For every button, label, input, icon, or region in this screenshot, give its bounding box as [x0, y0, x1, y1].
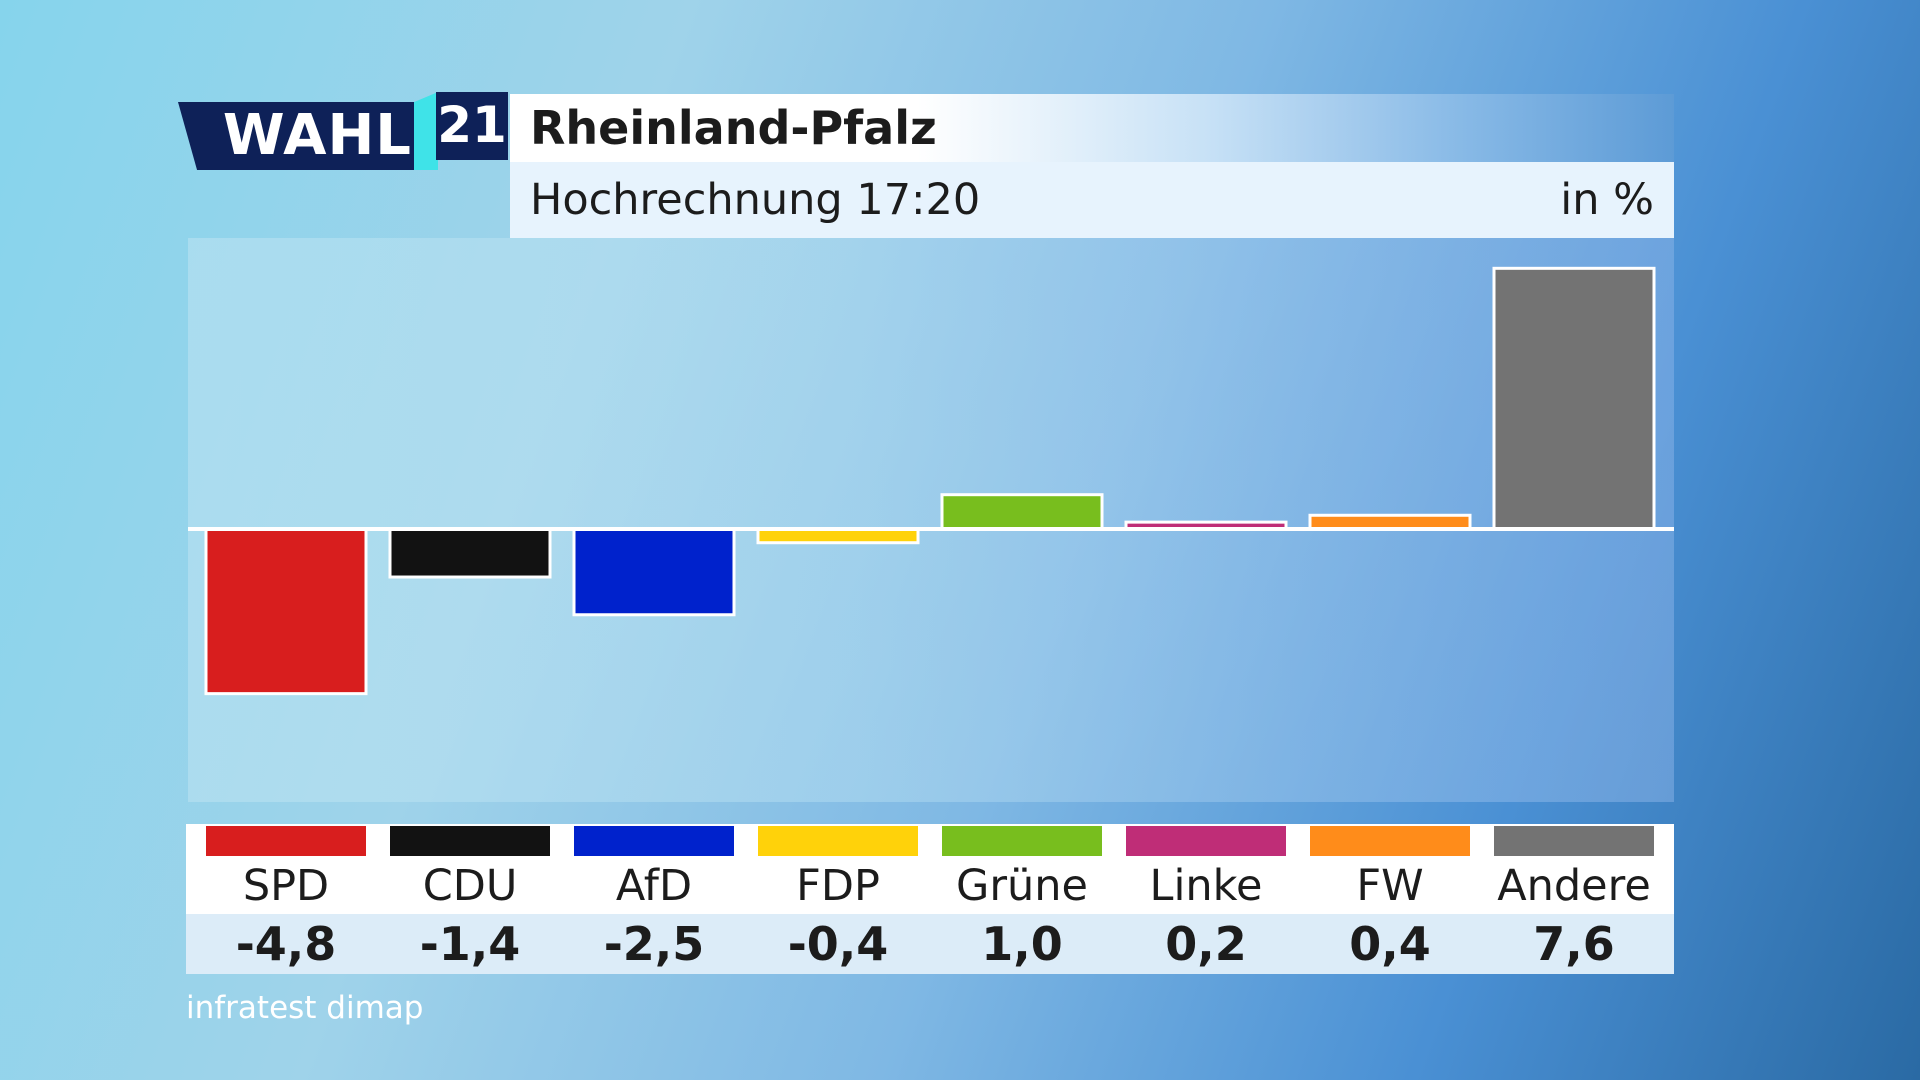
chart-title: Rheinland-Pfalz	[530, 101, 937, 155]
bar-cdu	[388, 527, 552, 579]
bar-fdp	[756, 527, 920, 545]
legend-swatch-fw	[1310, 826, 1470, 856]
bar-andere	[1492, 266, 1656, 531]
legend-item-afd: AfD -2,5	[574, 824, 758, 974]
legend-table: SPD -4,8 CDU -1,4 AfD -2,5 FDP -0,4 Grüne 1,0 Link…	[186, 824, 1674, 974]
logo-accent-strip	[414, 92, 438, 170]
party-label-andere: Andere	[1497, 861, 1651, 911]
legend-item-spd: SPD -4,8	[206, 824, 390, 974]
source-credit: infratest dimap	[186, 990, 424, 1026]
legend-swatch-fdp	[758, 826, 918, 856]
value-label-fdp: -0,4	[787, 917, 889, 971]
legend-swatch-andere	[1494, 826, 1654, 856]
legend-item-cdu: CDU -1,4	[390, 824, 574, 974]
party-label-cdu: CDU	[422, 861, 518, 911]
value-label-fw: 0,4	[1349, 917, 1431, 971]
value-label-linke: 0,2	[1165, 917, 1247, 971]
value-label-andere: 7,6	[1533, 917, 1615, 971]
bar-fw	[1308, 513, 1472, 531]
legend-swatch-spd	[206, 826, 366, 856]
legend-item-fdp: FDP -0,4	[758, 824, 942, 974]
value-label-cdu: -1,4	[419, 917, 521, 971]
party-label-gr-ne: Grüne	[956, 861, 1088, 911]
wahl-logo-text: WAHL	[222, 103, 412, 168]
chart-subtitle: Hochrechnung 17:20	[530, 175, 981, 225]
legend-swatch-cdu	[390, 826, 550, 856]
party-label-fw: FW	[1356, 861, 1424, 911]
bar-spd	[204, 527, 368, 696]
party-label-afd: AfD	[615, 861, 693, 911]
legend-values-row	[186, 914, 1674, 974]
bar-gr-ne	[940, 493, 1104, 531]
legend-swatch-gr-ne	[942, 826, 1102, 856]
party-label-fdp: FDP	[796, 861, 880, 911]
legend-swatch-afd	[574, 826, 734, 856]
legend-swatch-linke	[1126, 826, 1286, 856]
chart-unit: in %	[1560, 175, 1654, 225]
legend-item-linke: Linke 0,2	[1126, 824, 1310, 974]
bar-afd	[572, 527, 736, 617]
value-label-gr-ne: 1,0	[981, 917, 1063, 971]
party-label-spd: SPD	[242, 861, 330, 911]
wahl-logo-number: 21	[436, 92, 508, 160]
party-label-linke: Linke	[1149, 861, 1263, 911]
legend-item-gr-ne: Grüne 1,0	[942, 824, 1126, 974]
legend-item-fw: FW 0,4	[1310, 824, 1494, 974]
legend-item-andere: Andere 7,6	[1494, 824, 1678, 974]
value-label-afd: -2,5	[603, 917, 705, 971]
chart-subtitle-bar: Hochrechnung 17:20 in %	[510, 162, 1674, 238]
chart-title-bar: Rheinland-Pfalz	[510, 94, 1674, 162]
wahl-logo: WAHL	[178, 102, 416, 170]
value-label-spd: -4,8	[235, 917, 337, 971]
